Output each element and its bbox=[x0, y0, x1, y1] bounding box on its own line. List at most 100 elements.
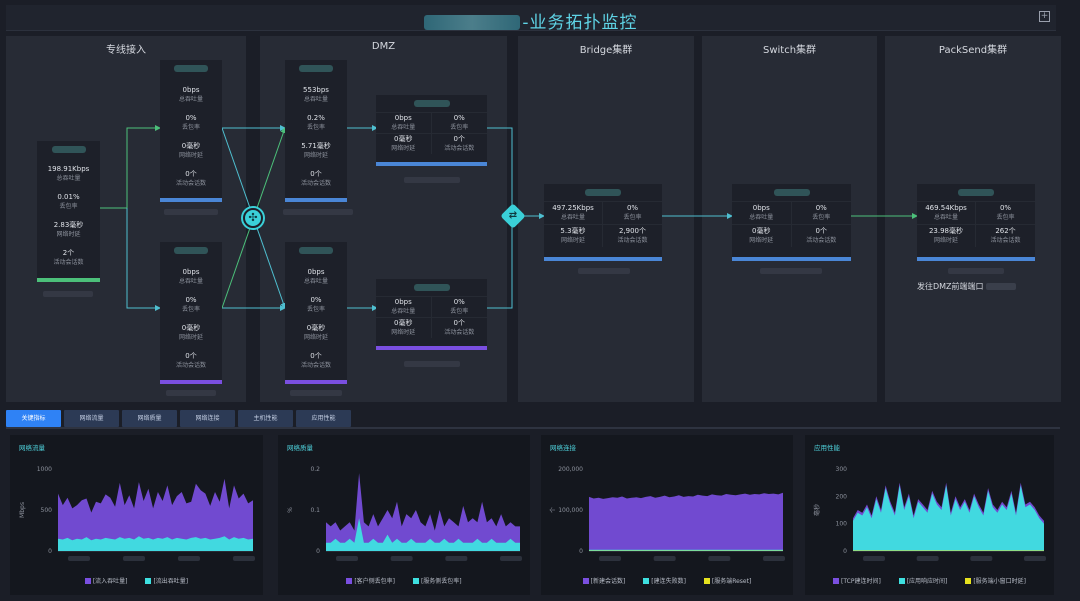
loss-value: 0% bbox=[815, 204, 827, 212]
legend-swatch bbox=[643, 578, 650, 584]
dmz-top-node-card[interactable]: 553bps 总吞吐量 0.2% 丢包率 5.71毫秒 网络时延 0个 活动会话数 bbox=[285, 60, 347, 202]
column-title-dmz: DMZ bbox=[371, 41, 396, 52]
latency-value: 0毫秒 bbox=[181, 324, 201, 332]
leased-top-node-card[interactable]: 0bps 总吞吐量 0% 丢包率 0毫秒 网络时延 0个 活动会话数 bbox=[160, 60, 222, 202]
legend-item[interactable]: [服务端小窗口时延] bbox=[965, 578, 1026, 585]
throughput-label: 总吞吐量 bbox=[933, 214, 958, 221]
sessions-value: 2,900个 bbox=[618, 227, 647, 235]
sessions-metric: 0个 活动会话数 bbox=[285, 352, 347, 370]
router-hub-icon[interactable]: ✣ bbox=[243, 208, 263, 228]
sessions-value: 0个 bbox=[185, 170, 197, 178]
latency-label: 网络时延 bbox=[933, 237, 958, 244]
bridge-node-card[interactable]: 497.25Kbps 总吞吐量 0% 丢包率 5.3毫秒 网络时延 2,900个 活动会… bbox=[544, 184, 662, 261]
column-title-switch: Switch集群 bbox=[762, 45, 817, 56]
node-name-redacted bbox=[376, 95, 487, 112]
sessions-label: 活动会话数 bbox=[617, 237, 648, 244]
source-node-card[interactable]: 198.91Kbps 总吞吐量 0.01% 丢包率 2.83毫秒 网络时延 2个 活动会… bbox=[37, 141, 100, 282]
tab-key-metrics[interactable]: 关键指标 bbox=[6, 410, 61, 427]
legend-swatch bbox=[965, 578, 972, 584]
dmz-wide-top-node-card[interactable]: 0bps 总吞吐量 0% 丢包率 0毫秒 网络时延 0个 活动会话数 bbox=[376, 95, 487, 166]
y-axis-label: 毫秒 bbox=[813, 504, 821, 516]
sessions-metric: 0个 活动会话数 bbox=[791, 224, 851, 247]
latency-metric: 0毫秒 网络时延 bbox=[376, 317, 432, 338]
throughput-label: 总吞吐量 bbox=[303, 96, 328, 103]
legend-item[interactable]: [客户侧丢包率] bbox=[346, 578, 395, 585]
sessions-metric: 0个活动会话数 bbox=[160, 170, 222, 188]
throughput-value: 497.25Kbps bbox=[552, 204, 594, 212]
node-caption-redacted bbox=[43, 291, 93, 297]
legend-item[interactable]: [建连失败数] bbox=[643, 578, 686, 585]
x-tick-redacted bbox=[653, 556, 676, 561]
sessions-metric: 0个 活动会话数 bbox=[285, 170, 347, 188]
legend-label: [服务端小窗口时延] bbox=[973, 578, 1027, 585]
node-name-redacted bbox=[917, 184, 1035, 201]
tab-network-connections[interactable]: 网络连接 bbox=[180, 410, 235, 427]
chart-legend: [TCP建连时间] [应用响应时间] [服务端小窗口时延] bbox=[805, 576, 1054, 585]
x-tick-redacted bbox=[390, 556, 413, 561]
packsend-note-text: 发往DMZ前端端口 bbox=[917, 282, 984, 291]
legend-item[interactable]: [流入吞吐量] bbox=[84, 578, 128, 585]
throughput-value: 0bps bbox=[182, 268, 200, 276]
legend-item[interactable]: [应用响应时间] bbox=[898, 578, 947, 585]
throughput-value: 198.91Kbps bbox=[47, 165, 90, 173]
throughput-value: 0bps bbox=[307, 268, 325, 276]
series-area-2 bbox=[58, 536, 253, 551]
series-area-1 bbox=[326, 473, 520, 551]
legend-swatch bbox=[582, 578, 589, 584]
throughput-metric: 0bps 总吞吐量 bbox=[732, 201, 792, 224]
node-name-redacted bbox=[544, 184, 662, 201]
packsend-node-card[interactable]: 469.54Kbps 总吞吐量 0% 丢包率 23.98毫秒 网络时延 262个 活动会… bbox=[917, 184, 1035, 261]
tab-host-performance[interactable]: 主机性能 bbox=[238, 410, 293, 427]
switch-diamond-icon[interactable]: ⇄ bbox=[500, 203, 526, 229]
dmz-bottom-node-card[interactable]: 0bps 总吞吐量 0% 丢包率 0毫秒 网络时延 0个 活动会话数 bbox=[285, 242, 347, 384]
latency-value: 0毫秒 bbox=[394, 135, 413, 143]
node-caption-redacted bbox=[578, 268, 630, 274]
sessions-value: 0个 bbox=[185, 352, 197, 360]
y-tick-label: 0.1 bbox=[310, 507, 320, 514]
leased-bottom-node-card[interactable]: 0bps 总吞吐量 0% 丢包率 0毫秒 网络时延 0个 活动会话数 bbox=[160, 242, 222, 384]
latency-label: 网络时延 bbox=[303, 152, 328, 159]
legend-item[interactable]: [新建会话数] bbox=[582, 578, 625, 585]
chart-svg: 300 200 100 0 毫秒 bbox=[813, 466, 1046, 561]
sessions-label: 活动会话数 bbox=[990, 237, 1021, 244]
switch-node-card[interactable]: 0bps 总吞吐量 0% 丢包率 0毫秒 网络时延 0个 活动会话数 bbox=[732, 184, 851, 261]
y-tick-label: 100 bbox=[836, 521, 848, 528]
column-title-bridge: Bridge集群 bbox=[579, 45, 633, 56]
series-area-2 bbox=[853, 485, 1044, 551]
y-tick-label: 0 bbox=[316, 548, 320, 555]
status-bar bbox=[160, 380, 222, 384]
chart-panel-app: 应用性能 300 200 100 0 毫秒 [TCP建连时间] [应用响应时间] [服务… bbox=[805, 435, 1054, 595]
chart-title: 应用性能 bbox=[814, 444, 840, 452]
sessions-label: 活动会话数 bbox=[53, 259, 84, 266]
y-tick-label: 200 bbox=[836, 493, 848, 500]
loss-label: 丢包率 bbox=[59, 203, 78, 210]
throughput-value: 0bps bbox=[182, 86, 200, 94]
loss-metric: 0% 丢包率 bbox=[976, 201, 1035, 224]
loss-label: 丢包率 bbox=[450, 124, 469, 131]
throughput-metric: 553bps 总吞吐量 bbox=[285, 86, 347, 104]
loss-metric: 0% 丢包率 bbox=[603, 201, 662, 224]
status-bar bbox=[376, 162, 487, 166]
legend-item[interactable]: [流出吞吐量] bbox=[145, 578, 188, 585]
legend-item[interactable]: [TCP建连时间] bbox=[832, 578, 881, 585]
legend-item[interactable]: [服务侧丢包率] bbox=[412, 578, 462, 585]
tab-app-performance[interactable]: 应用性能 bbox=[296, 410, 351, 427]
tab-network-quality[interactable]: 网络质量 bbox=[122, 410, 177, 427]
redacted-name bbox=[424, 15, 521, 30]
y-tick-label: 100,000 bbox=[558, 507, 583, 514]
chart-title: 网络流量 bbox=[19, 444, 45, 452]
dmz-wide-bottom-node-card[interactable]: 0bps 总吞吐量 0% 丢包率 0毫秒 网络时延 0个 活动会话数 bbox=[376, 279, 487, 350]
chart-legend: [新建会话数] [建连失败数] [服务端Reset] bbox=[541, 576, 793, 585]
legend-item[interactable]: [服务端Reset] bbox=[703, 578, 751, 585]
latency-metric: 5.71毫秒 网络时延 bbox=[285, 142, 347, 160]
y-tick-label: 200,000 bbox=[558, 466, 583, 473]
loss-value: 0% bbox=[999, 204, 1012, 212]
packsend-note: 发往DMZ前端端口 bbox=[917, 281, 1016, 292]
sessions-label: 活动会话数 bbox=[175, 180, 206, 187]
throughput-label: 总吞吐量 bbox=[391, 308, 416, 315]
loss-label: 丢包率 bbox=[181, 306, 200, 313]
loss-value: 0% bbox=[453, 114, 465, 122]
throughput-label: 总吞吐量 bbox=[178, 278, 203, 285]
expand-icon[interactable]: + bbox=[1039, 11, 1050, 22]
tab-network-traffic[interactable]: 网络流量 bbox=[64, 410, 119, 427]
